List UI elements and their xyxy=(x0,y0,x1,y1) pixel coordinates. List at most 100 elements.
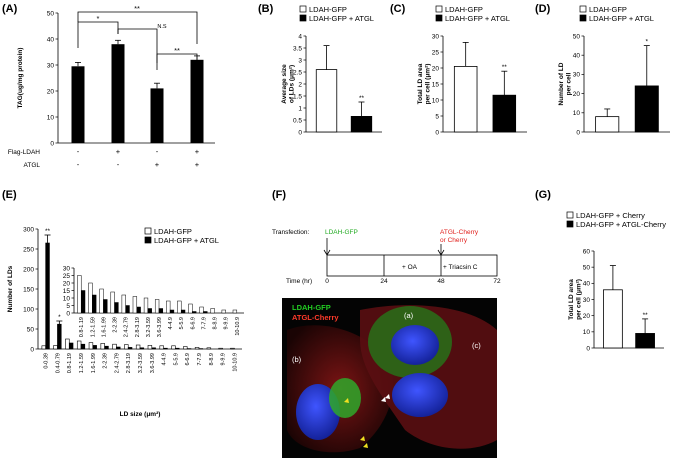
d-ylabel-line: Number of LD xyxy=(558,62,565,105)
panel-label-c: (C) xyxy=(390,3,406,15)
c-ylabel-line: per cell (μm²) xyxy=(425,64,432,105)
panel-label-e: (E) xyxy=(2,189,17,201)
white-arrowheads xyxy=(381,394,390,402)
e-xtick-label: 10-10.9 xyxy=(232,353,238,372)
e-bar xyxy=(139,347,145,350)
c-ytick-label: 20 xyxy=(432,65,440,72)
c-ytick-label: 5 xyxy=(435,113,439,120)
b-ylabel-line: Average size xyxy=(281,64,288,104)
g-ylabel-line: per cell (μm²) xyxy=(576,279,583,320)
g-ytick-label: 30 xyxy=(583,297,591,304)
e-inset-xtick-label: 1.6-1.99 xyxy=(101,317,107,337)
chart-b: 0 0.5 1 1.5 2 2.5 3 3.5 4 Average sizeof LDs (μm²… xyxy=(281,5,382,136)
b-legend-swatch xyxy=(299,5,307,13)
a-ytick-label: 30 xyxy=(47,62,55,69)
e-inset-bar xyxy=(114,302,119,314)
c-ytick-label: 25 xyxy=(432,49,440,56)
c-ylabel-line: Total LD area xyxy=(417,63,424,104)
e-bar xyxy=(151,347,156,350)
e-inset-bar xyxy=(77,275,82,314)
a-ytick-label: 20 xyxy=(47,88,55,95)
cond-a1-1: - xyxy=(77,147,80,156)
e-xtick-label: 2.8-3.19 xyxy=(126,353,132,373)
d-bar xyxy=(634,85,659,133)
g-ytick-label: 40 xyxy=(583,281,591,288)
e-inset-bar xyxy=(125,305,130,314)
e-ytick-label: 50 xyxy=(27,326,35,333)
b-ytick-label: 3 xyxy=(298,57,302,64)
cell-c-nucleus xyxy=(392,373,448,417)
e-inset-xtick-label: 0.8-1.19 xyxy=(79,317,85,337)
a-ytick-label: 40 xyxy=(47,36,55,43)
e-bar xyxy=(100,343,105,350)
a-bar xyxy=(190,59,204,143)
e-xtick-label: 0.4-0.79 xyxy=(55,353,61,373)
e-inset-bar xyxy=(99,288,104,314)
e-sig-star: * xyxy=(58,314,61,321)
b-bar xyxy=(350,116,373,133)
e-inset-bar xyxy=(203,311,208,314)
cond-a1-3: - xyxy=(156,147,159,156)
b-legend-item: LDAH-GFP xyxy=(309,5,347,14)
bracket-1-4 xyxy=(77,11,198,44)
e-inset-xtick-label: 3.6-3.99 xyxy=(157,317,163,337)
b-ytick-label: 1.5 xyxy=(293,93,302,100)
cond-a1-4: + xyxy=(195,147,200,156)
e-xtick-label: 6-6.9 xyxy=(185,353,191,366)
d-ytick-label: 30 xyxy=(573,72,581,79)
d-ylabel: Number of LDper cell xyxy=(558,62,573,105)
cell-a-nucleus xyxy=(391,325,439,365)
e-legend-swatch xyxy=(144,236,152,244)
e-ytick-label: 0 xyxy=(30,346,34,353)
d-legend-swatch xyxy=(579,5,587,13)
c-ytick-label: 0 xyxy=(435,129,439,136)
transfection-label: Transfection: xyxy=(272,229,310,236)
e-xtick-label: 1.2-1.59 xyxy=(79,353,85,373)
time-0: 0 xyxy=(325,278,329,285)
microscopy-image: LDAH-GFP ATGL-Cherry (a) (b) (c) xyxy=(282,298,497,458)
e-legend-swatch xyxy=(144,227,152,235)
ldah-gfp-label: LDAH-GFP xyxy=(325,229,358,236)
sig-star-1: * xyxy=(97,14,100,23)
e-xtick-label: 3.2-3.59 xyxy=(138,353,144,373)
e-bar xyxy=(124,344,129,350)
sig-star-2: ** xyxy=(134,4,140,13)
e-inset-ytick-label: 25 xyxy=(63,273,71,280)
e-inset-xtick-label: 2-2.39 xyxy=(113,317,119,333)
e-legend-item: LDAH-GFP xyxy=(154,227,192,236)
time-24: 24 xyxy=(380,278,388,285)
c-legend-item: LDAH-GFP xyxy=(445,5,483,14)
b-ytick-label: 2.5 xyxy=(293,69,302,76)
e-legend-item: LDAH-GFP + ATGL xyxy=(154,236,219,245)
e-bar xyxy=(171,345,176,350)
e-xtick-label: 0-0.39 xyxy=(44,353,50,369)
e-xtick-label: 2.4-2.79 xyxy=(114,353,120,373)
e-bar xyxy=(194,347,200,350)
triacsin-label: + Triacsin C xyxy=(443,264,478,271)
e-ytick-label: 200 xyxy=(23,266,34,273)
chart-g: 0 10 20 30 40 50 60 Total LD areaper cell (μm²)… xyxy=(566,211,666,352)
e-inset-xtick-label: 7-7.9 xyxy=(201,317,207,330)
e-inset-xtick-label: 3.2-3.59 xyxy=(146,317,152,337)
bracket-2-3 xyxy=(117,28,158,70)
cell-b-green xyxy=(329,378,361,418)
cond-a1-2: + xyxy=(116,147,121,156)
e-inset-xtick-label: 5-5.9 xyxy=(179,317,185,330)
bracket-1-2 xyxy=(77,21,119,48)
e-inset-ytick-label: 10 xyxy=(63,295,71,302)
e-inset-bar xyxy=(177,300,182,314)
e-bar xyxy=(68,342,74,350)
e-bar xyxy=(45,242,50,350)
c-ytick-label: 10 xyxy=(432,97,440,104)
e-inset-bar xyxy=(158,308,164,314)
b-sig-star: ** xyxy=(359,95,365,102)
e-inset-xtick-label: 1.2-1.59 xyxy=(90,317,96,337)
b-legend-item: LDAH-GFP + ATGL xyxy=(309,14,374,23)
b-ylabel: Average sizeof LDs (μm²) xyxy=(281,64,296,104)
e-bar xyxy=(112,343,117,350)
atgl-label: ATGL xyxy=(24,162,41,169)
b-ytick-label: 1 xyxy=(298,105,302,112)
g-sig-star: ** xyxy=(643,312,649,319)
